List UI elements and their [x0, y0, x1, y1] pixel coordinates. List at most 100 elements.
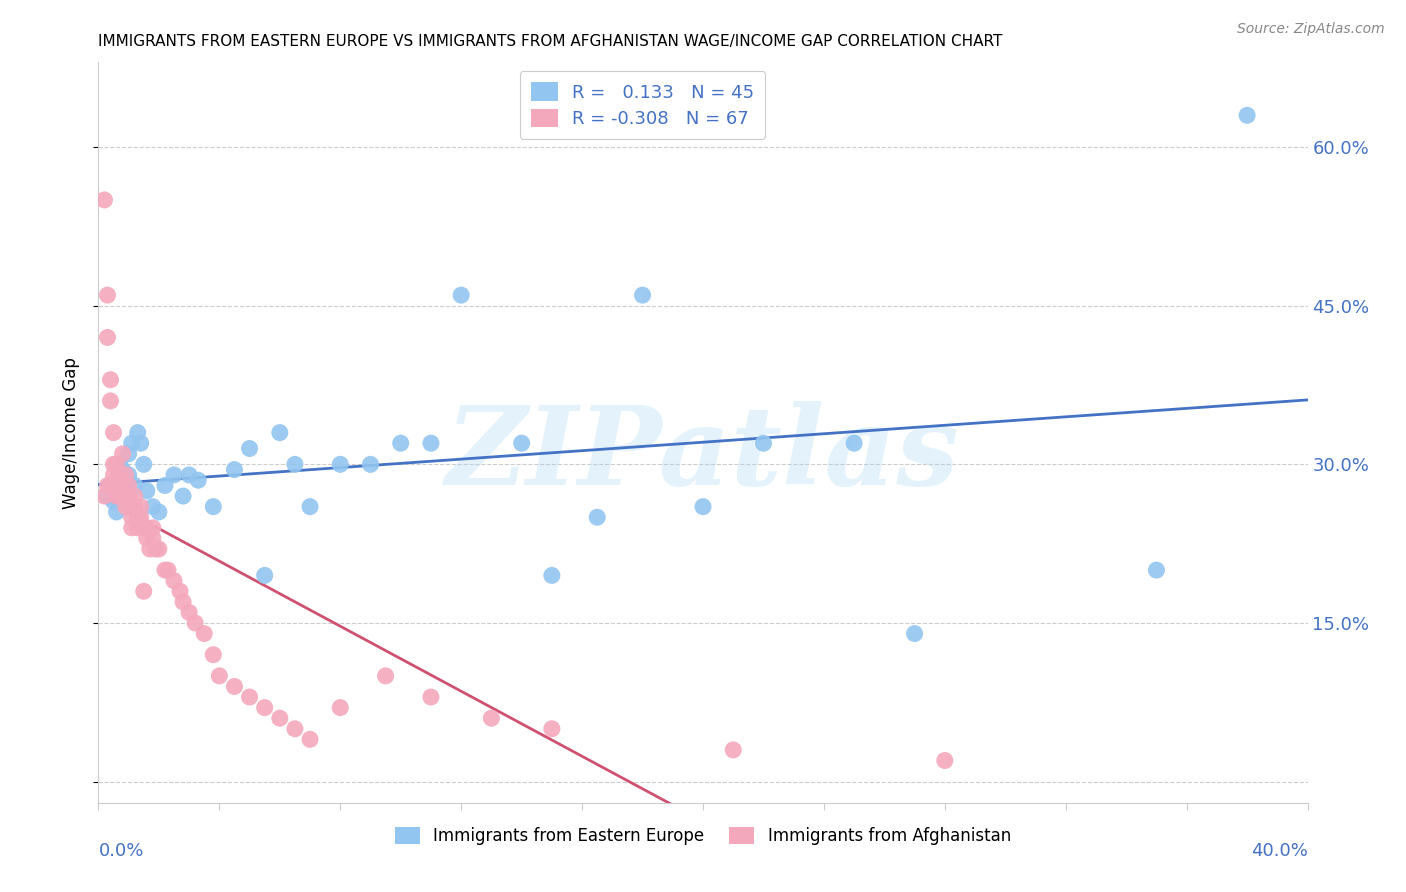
Point [111, 478, 134, 492]
Point [121, 436, 143, 450]
Point [139, 541, 162, 556]
Point [299, 732, 322, 747]
Point [129, 510, 152, 524]
Point [118, 478, 141, 492]
Point [163, 467, 186, 482]
Point [450, 288, 472, 302]
Point [108, 489, 131, 503]
Point [239, 690, 262, 704]
Point [184, 615, 207, 630]
Point [172, 595, 194, 609]
Text: ZIPatlas: ZIPatlas [446, 401, 960, 508]
Point [153, 478, 176, 492]
Point [127, 521, 149, 535]
Point [93, 489, 115, 503]
Point [135, 521, 157, 535]
Point [179, 606, 201, 620]
Point [389, 436, 412, 450]
Point [96, 478, 118, 492]
Point [124, 500, 146, 514]
Point [124, 478, 146, 492]
Point [105, 478, 128, 492]
Point [420, 690, 443, 704]
Point [153, 563, 176, 577]
Point [269, 425, 291, 440]
Point [129, 500, 152, 514]
Point [103, 425, 125, 440]
Point [540, 568, 562, 582]
Point [374, 669, 396, 683]
Point [121, 521, 143, 535]
Point [100, 478, 122, 492]
Point [253, 568, 276, 582]
Point [224, 680, 246, 694]
Point [132, 458, 155, 472]
Point [118, 489, 141, 503]
Point [114, 467, 136, 482]
Point [100, 478, 122, 492]
Point [202, 648, 225, 662]
Point [103, 478, 125, 492]
Point [114, 489, 136, 503]
Point [202, 500, 225, 514]
Text: 0.0%: 0.0% [98, 842, 143, 860]
Point [193, 626, 215, 640]
Point [145, 541, 167, 556]
Point [132, 521, 155, 535]
Point [135, 483, 157, 498]
Point [108, 458, 131, 472]
Point [253, 700, 276, 714]
Point [269, 711, 291, 725]
Point [540, 722, 562, 736]
Point [96, 330, 118, 344]
Point [111, 489, 134, 503]
Point [481, 711, 503, 725]
Point [934, 754, 956, 768]
Point [135, 532, 157, 546]
Point [114, 500, 136, 514]
Point [108, 478, 131, 492]
Point [586, 510, 609, 524]
Point [121, 510, 143, 524]
Point [105, 458, 128, 472]
Point [100, 393, 122, 408]
Point [284, 458, 307, 472]
Point [692, 500, 714, 514]
Point [510, 436, 533, 450]
Point [179, 467, 201, 482]
Point [329, 458, 352, 472]
Text: 40.0%: 40.0% [1251, 842, 1308, 860]
Point [103, 467, 125, 482]
Point [1144, 563, 1167, 577]
Point [118, 467, 141, 482]
Point [100, 373, 122, 387]
Point [169, 584, 191, 599]
Point [631, 288, 654, 302]
Point [111, 447, 134, 461]
Point [239, 442, 262, 456]
Point [148, 541, 170, 556]
Point [420, 436, 443, 450]
Point [329, 700, 352, 714]
Point [111, 463, 134, 477]
Point [105, 489, 128, 503]
Point [124, 489, 146, 503]
Point [118, 447, 141, 461]
Point [105, 505, 128, 519]
Point [114, 473, 136, 487]
Point [142, 500, 165, 514]
Point [844, 436, 866, 450]
Point [1236, 108, 1258, 122]
Point [163, 574, 186, 588]
Point [108, 467, 131, 482]
Point [299, 500, 322, 514]
Point [93, 193, 115, 207]
Text: IMMIGRANTS FROM EASTERN EUROPE VS IMMIGRANTS FROM AFGHANISTAN WAGE/INCOME GAP CO: IMMIGRANTS FROM EASTERN EUROPE VS IMMIGR… [98, 34, 1002, 49]
Point [132, 584, 155, 599]
Point [103, 458, 125, 472]
Point [142, 521, 165, 535]
Point [129, 436, 152, 450]
Point [284, 722, 307, 736]
Point [187, 473, 209, 487]
Point [118, 500, 141, 514]
